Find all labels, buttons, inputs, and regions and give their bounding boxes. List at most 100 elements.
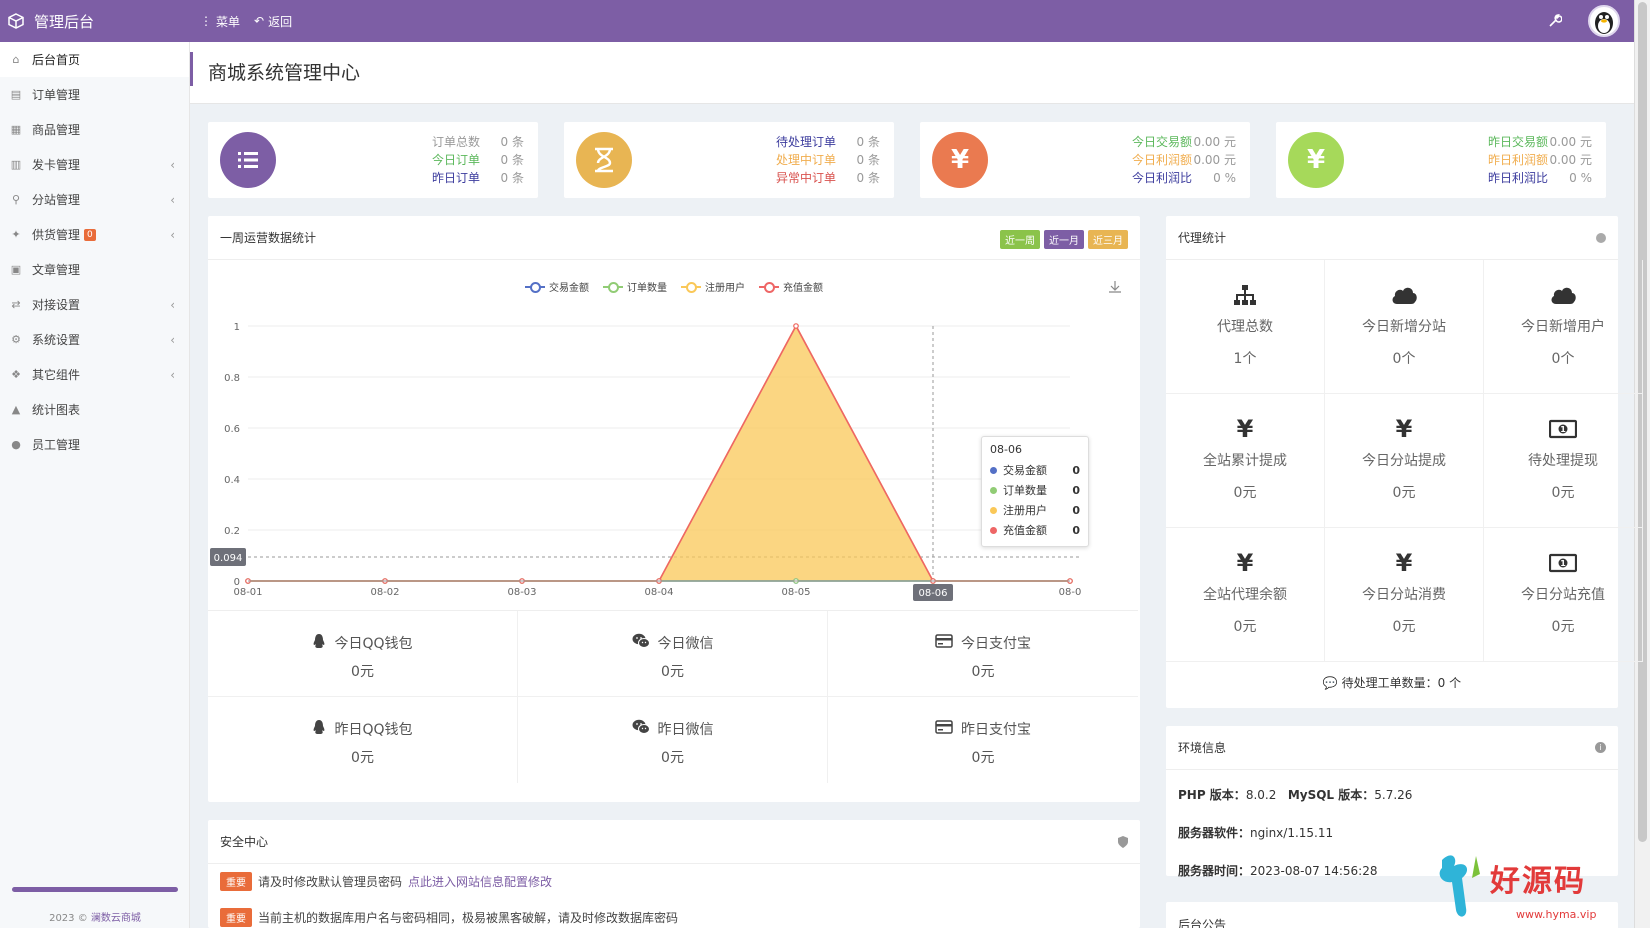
tooltip-dot [990,466,997,474]
legend-label: 注册用户 [705,283,745,294]
sidebar-item[interactable]: ⚲ 分站管理 ‹ [0,182,189,217]
title-accent [190,52,193,86]
security-title: 安全中心 [220,835,269,849]
notice-title: 后台公告 [1178,918,1227,928]
legend-item[interactable]: 订单数量 [603,279,667,294]
sidebar-item[interactable]: ▣ 文章管理 [0,252,189,287]
agent-stat-cell: 1 今日分站充值 0元 [1484,528,1643,662]
agent-stat-value: 0元 [1551,485,1575,501]
stat-lines: 待处理订单 0 条处理中订单 0 条异常中订单 0 条 [776,133,880,187]
x-tick-label: 08-01 [233,587,262,598]
sidebar-item[interactable]: ⇄ 对接设置 ‹ [0,287,189,322]
axis-pointer-y-box [210,548,246,567]
money-icon: 1 [1484,414,1642,444]
wallet-value: 0元 [351,664,374,680]
important-tag: 重要 [220,908,252,927]
legend-item[interactable]: 注册用户 [681,279,745,294]
wallet-label: 昨日支付宝 [961,722,1031,738]
agent-stat-label: 今日分站充值 [1521,587,1605,603]
avatar[interactable] [1588,5,1620,37]
menu-icon: ⋮ [200,14,212,28]
env-time: 服务器时间：2023-08-07 14:56:28 [1178,864,1378,878]
tooltip-dot [990,486,997,494]
weekly-chart: 0 0.2 0.4 0.6 0.8 1 08-01 08-02 08-03 08-04 08-05 0… [210,322,1081,601]
security-header: 安全中心 [208,820,1140,864]
agent-stat-value: 0元 [1233,619,1257,635]
comment-icon: 💬 [1322,676,1338,690]
sidebar-item[interactable]: ✦ 供货管理 0 ‹ [0,217,189,252]
x-tick-label: 08-03 [507,587,536,598]
stat-line: 订单总数 0 条 [432,133,524,151]
sidebar-item[interactable]: ▥ 发卡管理 ‹ [0,147,189,182]
sidebar-progress-bar [12,887,178,892]
page-title: 商城系统管理中心 [208,62,361,84]
sidebar-item[interactable]: ▲ 统计图表 [0,392,189,427]
x-tick-label: 08-05 [781,587,810,598]
security-panel: 安全中心 重要 请及时修改默认管理员密码 点此进入网站信息配置修改 重要 当前主… [208,820,1140,928]
stat-card: ¥ 今日交易额0.00 元今日利润额0.00 元今日利润比 0 % [920,122,1250,198]
wallet-value: 0元 [661,664,684,680]
chart-tooltip: 08-06 交易金额 0 订单数量 0 注册用户 0 充值金额 0 [981,436,1089,547]
y-tick-label: 0.6 [224,424,240,435]
agent-panel: 代理统计 代理总数 1个 今日新增分站 0个 今日新增用户 0个 ¥ 全站累计提成 0元 ¥ 今日分… [1166,216,1643,708]
tooltip-dot [990,506,997,514]
footer-link[interactable]: 澜数云商城 [90,913,141,924]
download-icon[interactable] [1108,280,1122,294]
axis-pointer-y-label: 0.094 [214,553,243,564]
sidebar-item[interactable]: ⌂ 后台首页 [0,42,189,77]
yen-icon: ¥ [1395,415,1413,443]
stat-value: 0 条 [500,135,524,149]
tooltip-row: 交易金额 0 [990,460,1080,480]
alipay-icon [935,720,953,738]
yen-icon: ¥ [1395,549,1413,577]
sidebar-item[interactable]: ● 员工管理 [0,427,189,462]
period-button[interactable]: 近一月 [1044,230,1084,249]
sidebar-item[interactable]: ❖ 其它组件 ‹ [0,357,189,392]
wallet-label: 昨日微信 [657,722,714,738]
sidebar-item[interactable]: ▤ 订单管理 [0,77,189,112]
sidebar: ⌂ 后台首页 ▤ 订单管理 ▦ 商品管理 ▥ 发卡管理 ‹ ⚲ 分站管理 ‹ ✦ 供货管理 0 ‹ ▣ 文章管理 ⇄… [0,42,190,928]
wrench-icon[interactable] [1548,14,1562,28]
chevron-left-icon: ‹ [170,297,175,312]
stat-label: 今日利润额 [1131,153,1192,167]
ticket-count[interactable]: 💬 待处理工单数量：0 个 [1322,676,1462,690]
y-tick-label: 0.2 [224,526,240,537]
agent-stat-value: 0元 [1392,485,1416,501]
brand[interactable]: 管理后台 [8,0,94,42]
wechat-icon [632,719,650,739]
back-button[interactable]: ↶ 返回 [254,14,293,29]
menu-toggle[interactable]: ⋮ 菜单 [200,14,241,29]
penguin-avatar-icon [1595,12,1613,34]
chevron-left-icon: ‹ [170,157,175,172]
legend-label: 充值金额 [783,283,823,294]
collapse-dot-icon[interactable] [1596,233,1606,243]
period-button[interactable]: 近一周 [1000,230,1040,249]
agent-stat-label: 待处理提现 [1528,453,1598,469]
config-link[interactable]: 点此进入网站信息配置修改 [408,875,553,889]
stat-line: 今日利润比 0 % [1132,169,1236,187]
sidebar-item[interactable]: ▦ 商品管理 [0,112,189,147]
wallet-value: 0元 [351,750,374,766]
sidebar-item[interactable]: ⚙ 系统设置 ‹ [0,322,189,357]
data-point[interactable] [793,323,799,329]
legend-item[interactable]: 交易金额 [525,279,589,294]
stat-label: 昨日订单 [431,171,480,185]
period-button[interactable]: 近三月 [1088,230,1128,249]
sidebar-item-label: 发卡管理 [32,158,81,172]
sidebar-menu: ⌂ 后台首页 ▤ 订单管理 ▦ 商品管理 ▥ 发卡管理 ‹ ⚲ 分站管理 ‹ ✦ 供货管理 0 ‹ ▣ 文章管理 ⇄… [0,42,189,462]
legend-item[interactable]: 充值金额 [759,279,823,294]
top-right [1548,0,1620,42]
sitemap-icon [1166,280,1324,310]
chevron-left-icon: ‹ [170,192,175,207]
chevron-left-icon: ‹ [170,367,175,382]
watermark-figure-icon [1439,855,1480,917]
sidebar-item-label: 统计图表 [32,403,81,417]
agent-stat-value: 0个 [1392,351,1416,367]
wallet-label: 今日微信 [657,636,714,652]
component-icon: ❖ [11,368,21,381]
sidebar-item-label: 员工管理 [32,438,81,452]
top-bar: 管理后台 ⋮ 菜单 ↶ 返回 [0,0,1634,42]
sidebar-item-label: 文章管理 [32,263,81,277]
top-nav: ⋮ 菜单 ↶ 返回 [200,0,292,42]
agent-title: 代理统计 [1178,231,1227,245]
